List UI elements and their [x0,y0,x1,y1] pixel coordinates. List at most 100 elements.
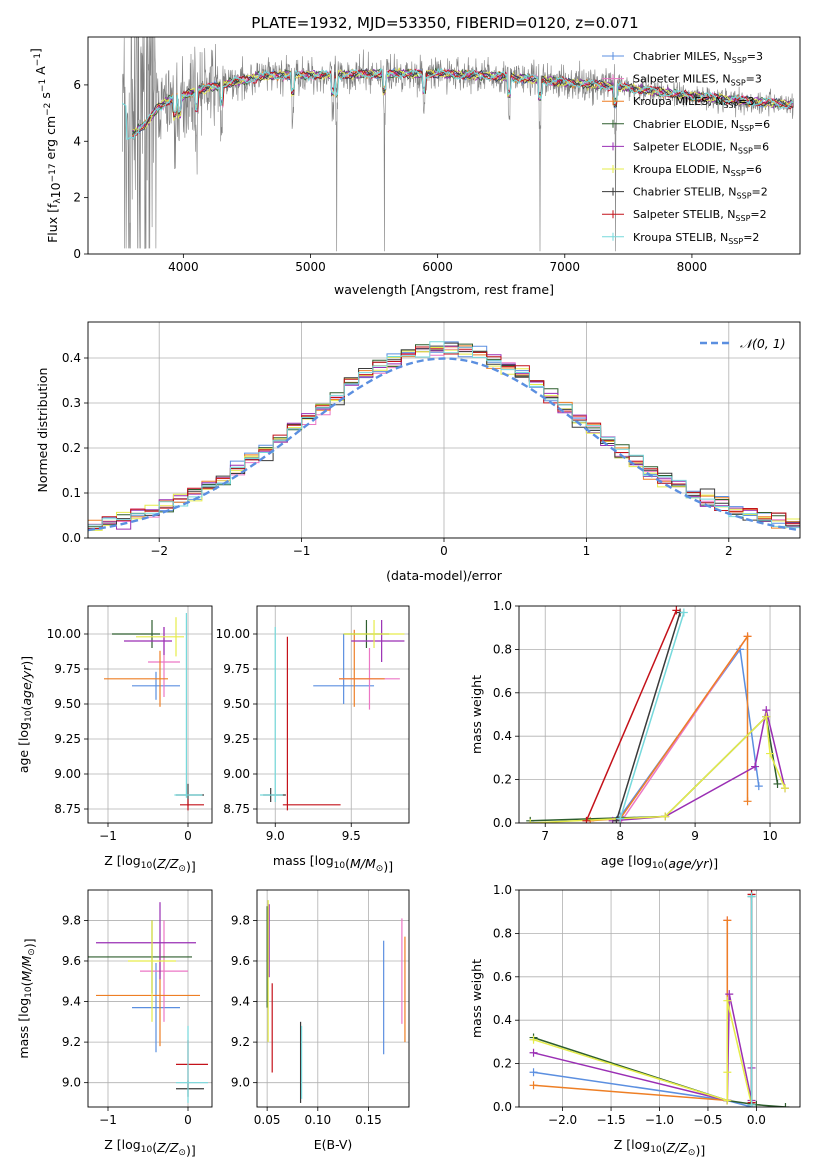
weight-series-line [533,1000,753,1105]
weight-marker [529,1035,538,1044]
weight-marker [723,916,732,925]
weight-series-line [612,710,786,822]
spectrum-xlabel: wavelength [Angstrom, rest frame] [334,282,554,297]
x-tick-label: −0.5 [693,1113,722,1127]
label-part: −1 [38,79,48,92]
legend-label-suffix: =2 [750,208,766,221]
label-part: )] [19,656,34,666]
y-tick-label: 4 [73,134,81,148]
label-part: 10 [48,182,63,198]
label-part: age [log [601,853,652,868]
weight-marker [526,819,535,823]
weight-series-line [585,610,678,822]
label-part: −2 [43,103,53,116]
x-tick-label: −1 [293,544,311,558]
y-tick-label: 0 [73,247,81,261]
x-tick-label: 4000 [168,260,199,274]
mass-vs-Z-ylabel: mass [log10(M/M⊙)] [16,938,37,1058]
legend-label-text: Salpeter MILES, N [633,73,731,86]
y-tick-label: 0.2 [62,441,81,455]
label-part: Z/Z [666,1140,689,1155]
label-part: ( [19,981,34,986]
label-part: Z [log [614,1137,650,1152]
axes-frame [256,889,410,1108]
weight-marker [747,1100,756,1107]
y-tick-label: 9.6 [62,954,81,968]
residuals-plot [88,322,800,538]
label-part: A [33,66,48,79]
y-tick-label: 9.75 [54,662,81,676]
y-tick-label: 0.0 [493,816,512,830]
weight-series-line [590,634,749,822]
weight-vs-Z-axes: −2.0 −1.5 −1.0 −0.5 0.0 0.0 0.2 0.4 0.6 0.8 1.0 Z [… [469,883,801,1158]
y-tick-label: 0.4 [62,351,81,365]
weight-marker [725,990,734,999]
y-tick-label: 0.0 [62,531,81,545]
label-part: age/yr [668,856,709,871]
axes-frame [87,605,213,824]
y-tick-label: 0.4 [493,1013,512,1027]
axes-frame [87,321,801,539]
y-tick-label: 1.0 [493,883,512,897]
mass-vs-Z-plot [88,890,212,1107]
label-part: 10 [24,986,34,998]
weight-marker [766,749,775,758]
weight-series-line [615,612,681,822]
legend-label: Kroupa ELODIE, NSSP=6 [633,163,762,178]
axes-frame [87,889,213,1108]
weight-marker [529,1048,538,1057]
weight-marker [616,814,625,823]
weight-marker [661,812,670,821]
legend-label: Salpeter ELODIE, NSSP=6 [633,140,769,155]
x-tick-label: 10 [762,829,777,843]
y-tick-label: 10.00 [216,627,250,641]
label-part: 10 [24,710,34,722]
weight-marker [773,779,782,788]
weight-marker [723,1068,732,1077]
x-tick-label: −2 [150,544,168,558]
y-tick-label: 0.0 [493,1100,512,1114]
age-vs-mass-xlabel: mass [log10(M/M⊙)] [273,853,393,874]
spectrum-axes: 4000 5000 6000 7000 8000 0 2 4 6 wavelength [Angs… [28,36,801,297]
label-part: Z/Z [156,1140,179,1155]
legend-label-text: Kroupa STELIB, N [633,231,728,244]
legend-label-sub: SSP [739,124,754,133]
x-tick-label: 9 [691,829,699,843]
label-part: mass [log [273,853,334,868]
legend-label-sub: SSP [728,237,743,246]
y-tick-label: 0.6 [493,970,512,984]
x-tick-label: 6000 [422,260,453,274]
mass-vs-Z-xlabel: Z [log10(Z/Z⊙)] [104,1137,195,1158]
weight-marker [743,797,752,806]
weight-series-line [619,612,685,819]
label-part: Z/Z [156,856,179,871]
x-tick-label: 9.5 [342,829,361,843]
y-tick-label: 6 [73,78,81,92]
y-tick-label: 0.1 [62,486,81,500]
y-tick-label: 9.6 [231,954,250,968]
age-vs-mass-axes: 9.0 9.5 8.75 9.00 9.25 9.50 9.75 10.00 mass [log… [216,605,410,874]
weight-series-line [533,994,753,1102]
label-part: Z [log [104,1137,140,1152]
x-tick-label: −1 [99,829,117,843]
label-part: 10 [141,861,153,871]
weight-marker [762,712,771,721]
mass-vs-EBV-axes: 0.05 0.10 0.15 9.0 9.2 9.4 9.6 9.8 E(B-V) [231,889,410,1152]
legend-label-text: Kroupa MILES, N [633,95,723,108]
y-tick-label: 9.25 [223,732,250,746]
normal-curve [88,357,800,532]
y-tick-label: 9.00 [54,767,81,781]
legend-label: Salpeter MILES, NSSP=3 [633,73,762,88]
y-tick-label: 9.4 [62,995,81,1009]
weight-marker [743,632,752,641]
label-part: 10 [652,861,664,871]
legend-label-sub: SSP [723,101,738,110]
label-part: ⊙ [27,948,37,956]
y-tick-label: 1.0 [493,599,512,613]
x-tick-label: 7000 [550,260,581,274]
weight-marker [723,1096,732,1105]
label-part: )] [186,859,196,874]
